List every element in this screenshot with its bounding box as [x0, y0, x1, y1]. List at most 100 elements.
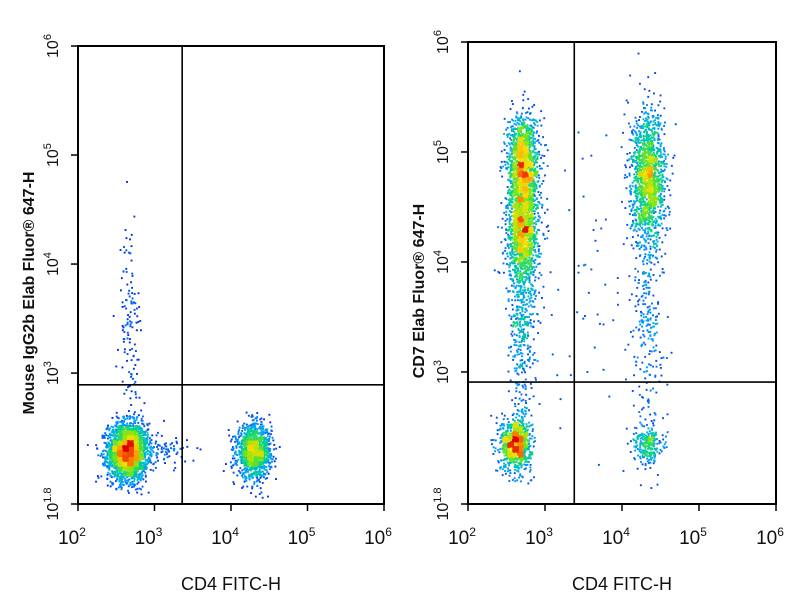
event-dot	[145, 468, 148, 470]
event-dot	[536, 263, 539, 266]
event-dot	[145, 480, 147, 483]
event-dot	[497, 226, 499, 229]
event-dot	[251, 464, 254, 467]
event-dot	[120, 433, 123, 436]
event-dot	[524, 371, 526, 374]
event-dot	[631, 165, 634, 167]
event-dot	[265, 428, 267, 431]
event-dot	[633, 202, 636, 205]
event-dot	[520, 393, 523, 396]
event-dot	[136, 470, 139, 472]
event-dot	[503, 160, 506, 163]
event-dot	[662, 417, 664, 420]
event-dot	[256, 430, 258, 433]
event-dot	[244, 467, 247, 470]
event-dot	[140, 456, 142, 459]
event-dot	[137, 440, 139, 442]
event-dot	[243, 432, 246, 435]
event-dot	[125, 473, 128, 475]
event-dot	[638, 411, 641, 413]
event-dot	[233, 483, 235, 485]
event-dot	[144, 475, 147, 478]
event-dot	[97, 476, 100, 479]
event-dot	[127, 454, 130, 456]
event-dot	[111, 465, 114, 468]
event-dot	[595, 219, 597, 222]
event-dot	[639, 125, 642, 128]
event-dot	[133, 455, 136, 457]
event-dot	[505, 213, 507, 216]
event-dot	[254, 430, 257, 433]
event-dot	[634, 360, 637, 363]
event-dot	[142, 470, 145, 472]
event-dot	[537, 191, 540, 193]
event-dot	[546, 237, 549, 240]
event-dot	[131, 425, 134, 428]
event-dot	[648, 353, 651, 355]
event-dot	[644, 355, 647, 358]
event-dot	[121, 481, 123, 483]
event-dot	[646, 424, 648, 426]
event-dot	[119, 485, 122, 488]
event-dot	[510, 324, 513, 327]
event-dot	[254, 439, 256, 442]
event-dot	[115, 437, 117, 440]
event-dot	[236, 474, 239, 477]
event-dot	[264, 459, 266, 462]
event-dot	[238, 436, 240, 439]
event-dot	[660, 450, 663, 453]
event-dot	[134, 393, 137, 396]
event-dot	[494, 439, 497, 442]
event-dot	[142, 423, 145, 426]
event-dot	[117, 438, 120, 441]
event-dot	[251, 452, 254, 455]
event-dot	[133, 484, 136, 487]
event-dot	[653, 419, 656, 422]
event-dot	[659, 363, 662, 366]
event-dot	[123, 331, 126, 333]
event-dot	[622, 243, 625, 246]
event-dot	[138, 431, 141, 434]
event-dot	[126, 459, 129, 462]
event-dot	[628, 205, 631, 208]
event-dot	[142, 436, 145, 439]
event-dot	[128, 484, 131, 486]
event-dot	[246, 465, 249, 468]
event-dot	[624, 348, 627, 351]
event-dot	[629, 125, 632, 128]
event-dot	[132, 301, 135, 304]
event-dot	[641, 285, 644, 288]
event-dot	[509, 472, 512, 474]
event-dot	[103, 457, 106, 460]
event-dot	[267, 433, 270, 435]
event-dot	[256, 440, 258, 443]
event-dot	[144, 437, 147, 440]
event-dot	[150, 442, 153, 445]
event-dot	[133, 458, 136, 461]
event-dot	[121, 478, 124, 480]
event-dot	[664, 214, 667, 217]
event-dot	[636, 286, 639, 289]
event-dot	[109, 480, 112, 483]
event-dot	[136, 432, 139, 435]
event-dot	[263, 458, 266, 460]
event-dot	[659, 441, 662, 444]
event-dot	[255, 458, 258, 461]
event-dot	[514, 480, 517, 483]
event-dot	[141, 458, 144, 461]
event-dot	[119, 483, 121, 486]
event-dot	[144, 432, 146, 435]
event-dot	[652, 346, 655, 349]
event-dot	[105, 445, 108, 448]
event-dot	[133, 452, 136, 455]
event-dot	[113, 431, 116, 433]
event-dot	[122, 415, 125, 418]
event-dot	[669, 227, 672, 230]
event-dot	[160, 434, 163, 437]
event-dot	[546, 165, 549, 167]
event-dot	[126, 359, 128, 362]
event-dot	[255, 431, 258, 434]
event-dot	[666, 205, 669, 208]
event-dot	[503, 211, 506, 214]
event-dot	[624, 207, 627, 209]
